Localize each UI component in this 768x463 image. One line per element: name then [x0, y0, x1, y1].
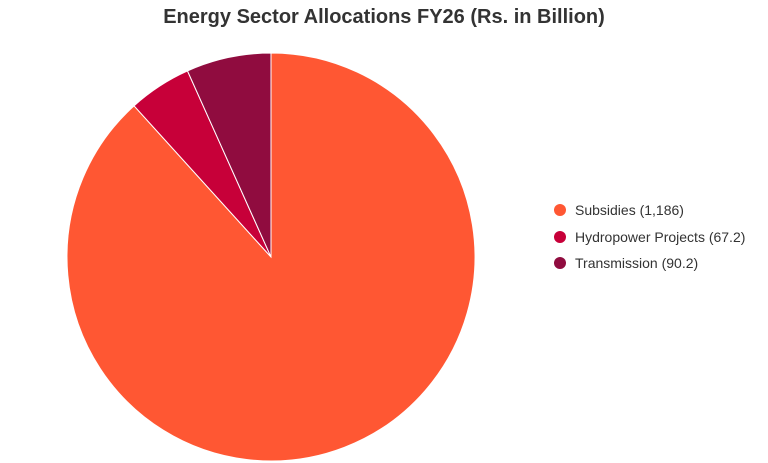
- legend-swatch-subsidies: [554, 204, 566, 217]
- pie-slices: [66, 52, 476, 462]
- legend-swatch-transmission: [554, 257, 566, 270]
- legend-label-transmission: Transmission (90.2): [575, 255, 699, 272]
- legend-item-hydropower[interactable]: Hydropower Projects (67.2): [554, 224, 745, 251]
- legend-swatch-hydropower: [554, 230, 566, 243]
- pie-slice-transmission[interactable]: [186, 52, 272, 258]
- legend-label-hydropower: Hydropower Projects (67.2): [575, 228, 746, 245]
- legend-item-transmission[interactable]: Transmission (90.2): [554, 250, 745, 277]
- legend-item-subsidies[interactable]: Subsidies (1,186): [554, 197, 745, 224]
- legend: Subsidies (1,186) Hydropower Projects (6…: [554, 197, 745, 277]
- chart-title: Energy Sector Allocations FY26 (Rs. in B…: [163, 6, 605, 28]
- legend-label-subsidies: Subsidies (1,186): [575, 202, 684, 219]
